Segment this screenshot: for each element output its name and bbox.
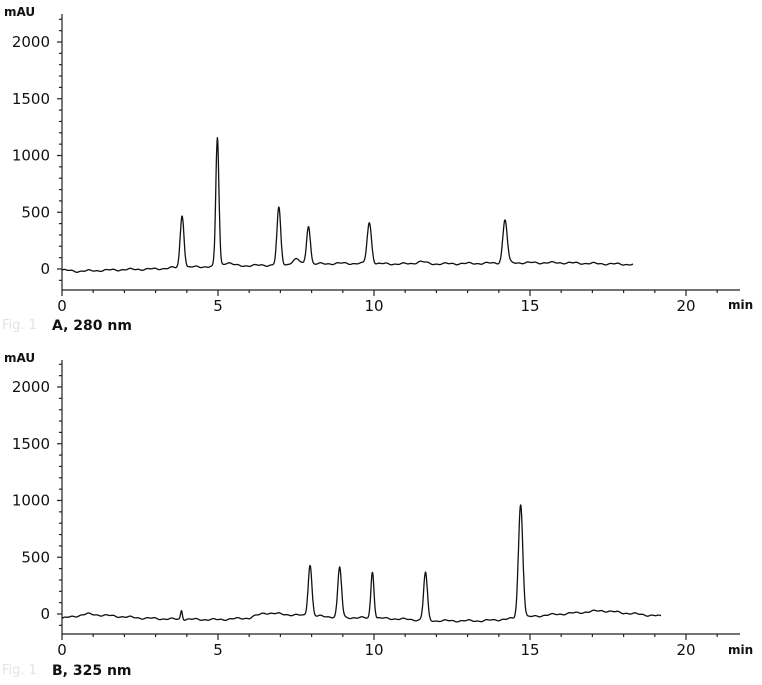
y-tick-label: 1000	[12, 492, 50, 510]
chromatogram-panel-a: mAU 0 500 1000 1500 2000 0 5 10 15 20 min Fig. 1…	[2, 5, 753, 334]
y-axis-unit-label: mAU	[4, 5, 35, 19]
figure-label-faint: Fig. 1	[2, 318, 37, 333]
y-tick-label: 2000	[12, 378, 50, 396]
y-axis-unit-label: mAU	[4, 351, 35, 365]
x-tick-label: 0	[57, 641, 67, 659]
x-tick-label: 10	[364, 641, 383, 659]
y-tick-label: 0	[40, 260, 50, 278]
x-tick-label: 0	[57, 297, 67, 315]
x-tick-label: 15	[520, 641, 539, 659]
x-axis-unit-label: min	[728, 643, 753, 657]
x-tick-label: 20	[676, 297, 695, 315]
y-tick-label: 0	[40, 605, 50, 623]
x-tick-label: 15	[520, 297, 539, 315]
y-tick-group: 0 500 1000 1500 2000	[12, 363, 62, 626]
panel-caption-a: A, 280 nm	[52, 318, 132, 334]
y-tick-label: 1500	[12, 435, 50, 453]
figure-label-faint: Fig. 1	[2, 663, 37, 678]
y-tick-label: 500	[21, 203, 50, 221]
x-axis-unit-label: min	[728, 298, 753, 312]
panel-caption-b: B, 325 nm	[52, 663, 132, 679]
trace-325nm	[61, 504, 662, 623]
trace-280nm	[61, 137, 634, 273]
x-tick-label: 10	[364, 297, 383, 315]
x-tick-label: 5	[213, 641, 223, 659]
x-tick-label: 20	[676, 641, 695, 659]
x-tick-label: 5	[213, 297, 223, 315]
x-tick-group: 0 5 10 15 20	[57, 634, 718, 659]
y-tick-label: 500	[21, 548, 50, 566]
y-tick-label: 1500	[12, 90, 50, 108]
y-tick-group: 0 500 1000 1500 2000	[12, 18, 62, 281]
chromatogram-panel-b: mAU 0 500 1000 1500 2000 0 5 10 15 20 min Fig. 1…	[2, 351, 753, 679]
x-tick-group: 0 5 10 15 20	[57, 290, 718, 315]
y-tick-label: 1000	[12, 147, 50, 165]
y-tick-label: 2000	[12, 33, 50, 51]
